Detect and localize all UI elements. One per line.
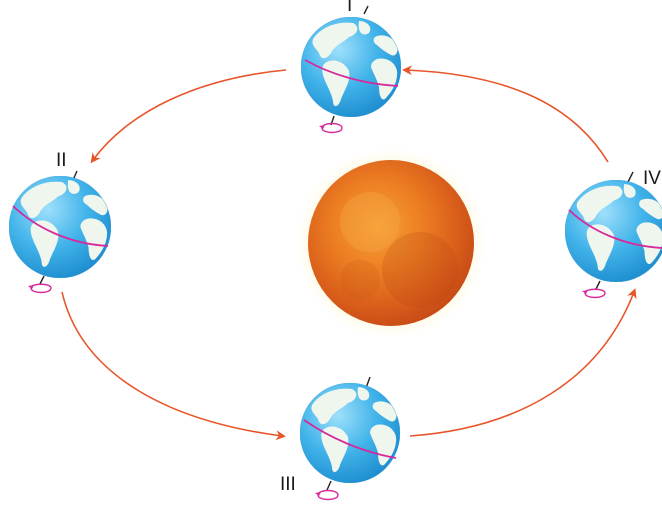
rotation-arrow-icon [319,122,343,134]
equator-line [304,59,399,87]
earth-globe-icon [565,180,662,282]
position-label-iv: IV [643,168,661,189]
equator-line [12,205,109,247]
orbit-arrow-iii-to-iv [409,288,637,437]
earth-globe-icon [300,383,400,483]
equator-line [303,419,397,459]
rotation-arrow-icon [28,283,52,294]
earth-position-iv: IV [565,168,662,299]
axis-south [326,480,332,491]
earth-globe-icon [9,176,111,278]
position-label-i: I [347,0,352,16]
position-label-iii: III [280,474,296,495]
rotation-arrow-icon [582,288,606,299]
rotation-arrow-icon [315,489,339,501]
earth-position-i: I [301,0,401,134]
position-label-ii: II [56,150,67,171]
axis-north [363,5,369,15]
equator-line [568,209,662,249]
axis-north [627,171,634,183]
axis-south [595,280,601,290]
earth-position-ii: II [9,150,111,294]
orbit-arrow-ii-to-iii [61,291,286,441]
earth-position-iii: III [280,376,400,501]
sun-icon [295,147,487,339]
orbit-arrow-i-to-ii [90,69,287,164]
axis-south [39,275,45,285]
earth-globe-icon [301,17,401,117]
orbit-arrow-iv-to-i [402,65,609,163]
